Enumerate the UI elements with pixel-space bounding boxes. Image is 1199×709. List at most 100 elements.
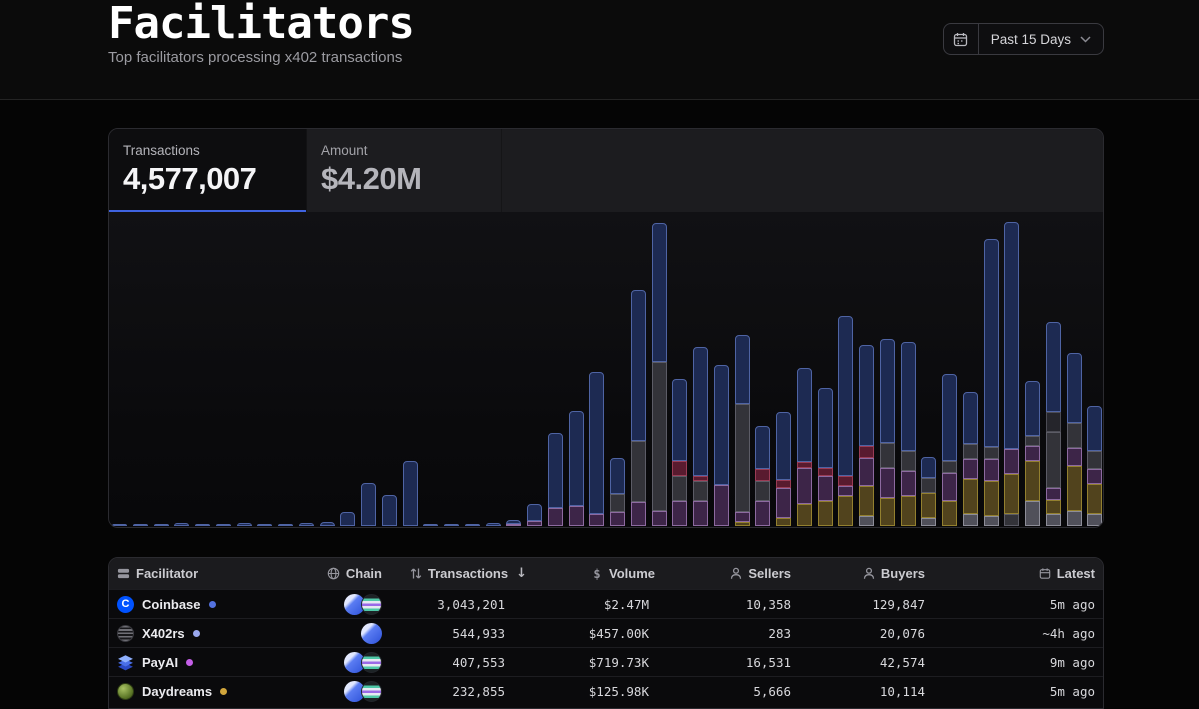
chart-bar[interactable] <box>444 524 459 526</box>
column-header-chain[interactable]: Chain <box>272 566 382 581</box>
sellers-cell: 10,358 <box>745 596 791 612</box>
daydreams-logo-icon <box>117 682 134 700</box>
chart-bar[interactable] <box>796 368 812 526</box>
facilitator-cell: C Coinbase <box>117 595 272 613</box>
chart-bar-segment <box>610 458 625 494</box>
chart-bar[interactable] <box>921 457 937 526</box>
chart-bar[interactable] <box>693 347 708 526</box>
chart-bar[interactable] <box>817 388 833 526</box>
chart-bar-segment <box>838 476 854 486</box>
table-row[interactable]: C Coinbase 3,043,201 $2.47M 10,358 129,847 5m … <box>109 589 1103 618</box>
chart-bar[interactable] <box>610 458 625 526</box>
chart-bar[interactable] <box>485 523 501 526</box>
chart-bar[interactable] <box>257 524 273 526</box>
chart-bar-segment <box>859 486 874 516</box>
chart-bar-segment <box>962 444 978 459</box>
chart-bar[interactable] <box>879 339 895 526</box>
chart-bar[interactable] <box>1004 222 1020 526</box>
chart-bar[interactable] <box>859 345 874 526</box>
chart-bar[interactable] <box>195 524 210 526</box>
buyers-cell: 20,076 <box>879 625 925 641</box>
chart-bar[interactable] <box>651 223 667 526</box>
chart-bar[interactable] <box>112 524 127 526</box>
column-header-sellers[interactable]: Sellers <box>655 566 791 581</box>
chart-bar[interactable] <box>1045 322 1061 526</box>
chart-bar[interactable] <box>174 523 190 526</box>
chart-bar[interactable] <box>713 365 729 526</box>
chart-bar-segment <box>776 480 791 488</box>
table-row[interactable]: X402rs 544,933 $457.00K 283 20,076 ~4h ago <box>109 618 1103 647</box>
chart-bar[interactable] <box>962 392 978 526</box>
chart-bar-segment <box>817 388 833 468</box>
chart-bar[interactable] <box>278 524 293 526</box>
chart-bar[interactable] <box>672 379 688 526</box>
chart-bar-segment <box>776 412 791 480</box>
chart-bar-segment <box>796 368 812 462</box>
chart-bar[interactable] <box>527 504 542 526</box>
chart-bar[interactable] <box>838 316 854 526</box>
chart-bar-segment <box>693 476 708 481</box>
chart-bar[interactable] <box>132 524 148 526</box>
chart-bar[interactable] <box>568 411 584 526</box>
chart-bar-segment <box>859 446 874 458</box>
chart-bar[interactable] <box>942 374 957 526</box>
chart-bar[interactable] <box>340 512 356 526</box>
chart-bar-segment <box>1087 469 1103 484</box>
chart-bar[interactable] <box>153 524 169 526</box>
chart-bar[interactable] <box>734 335 750 526</box>
chart-bar[interactable] <box>402 461 418 526</box>
column-header-buyers[interactable]: Buyers <box>791 566 925 581</box>
chart-bar[interactable] <box>464 524 480 526</box>
chart-bar[interactable] <box>900 342 916 526</box>
chart-bar-segment <box>506 524 522 526</box>
column-label: Transactions <box>427 566 509 581</box>
chart-bar-segment <box>942 501 957 526</box>
chart-bar[interactable] <box>319 522 335 526</box>
column-header-latest[interactable]: Latest <box>925 566 1095 581</box>
chart-bar[interactable] <box>381 495 397 526</box>
chart-bar[interactable] <box>361 483 376 526</box>
chart-bar-segment <box>1004 222 1020 449</box>
chart-bar[interactable] <box>1025 381 1040 526</box>
chart-bar[interactable] <box>215 524 231 526</box>
chart-bar-segment <box>776 488 791 518</box>
chart-bar-segment <box>942 473 957 501</box>
chart-bar[interactable] <box>630 290 646 526</box>
chart-bar[interactable] <box>1066 353 1082 526</box>
chart-bar-segment <box>1066 466 1082 511</box>
chart-bar[interactable] <box>547 433 563 526</box>
chart-bar-segment <box>174 523 190 526</box>
tab-transactions[interactable]: Transactions 4,577,007 <box>109 129 306 212</box>
chart-bar-segment <box>589 514 605 526</box>
page-subtitle: Top facilitators processing x402 transac… <box>108 49 403 66</box>
chart-bar[interactable] <box>506 520 522 526</box>
chart-bar-segment <box>651 223 667 362</box>
chart-bar-segment <box>900 451 916 471</box>
chart-bar[interactable] <box>589 372 605 526</box>
chart-bar[interactable] <box>776 412 791 526</box>
chart-bar[interactable] <box>983 239 999 526</box>
chart-bar-segment <box>195 524 210 526</box>
chart-bar-segment <box>879 443 895 468</box>
column-header-transactions[interactable]: Transactions ↓ <box>382 566 527 581</box>
transactions-cell: 544,933 <box>452 625 505 641</box>
table-row[interactable]: Daydreams 232,855 $125.98K 5,666 10,114 5m ag… <box>109 676 1103 705</box>
column-header-volume[interactable]: $ Volume <box>527 566 655 581</box>
chart-bar[interactable] <box>1087 406 1103 526</box>
chart-bar[interactable] <box>298 523 314 526</box>
svg-text:$: $ <box>593 567 600 580</box>
solana-chain-icon <box>361 680 382 702</box>
chart-bar-segment <box>921 518 937 526</box>
chart-bar-segment <box>298 523 314 526</box>
table-row[interactable]: PayAI 407,553 $719.73K 16,531 42,574 9m ago <box>109 647 1103 676</box>
date-range-picker[interactable]: Past 15 Days <box>942 23 1104 55</box>
chart-bar[interactable] <box>423 524 439 526</box>
tab-amount[interactable]: Amount $4.20M <box>306 129 501 212</box>
chart-bar[interactable] <box>236 523 252 526</box>
chart-bar[interactable] <box>755 426 771 526</box>
chart-bar-segment <box>734 404 750 512</box>
chart-bar-segment <box>630 441 646 502</box>
chart-bar-segment <box>527 521 542 526</box>
column-header-facilitator[interactable]: Facilitator <box>117 566 272 581</box>
chart-bar-segment <box>983 459 999 481</box>
